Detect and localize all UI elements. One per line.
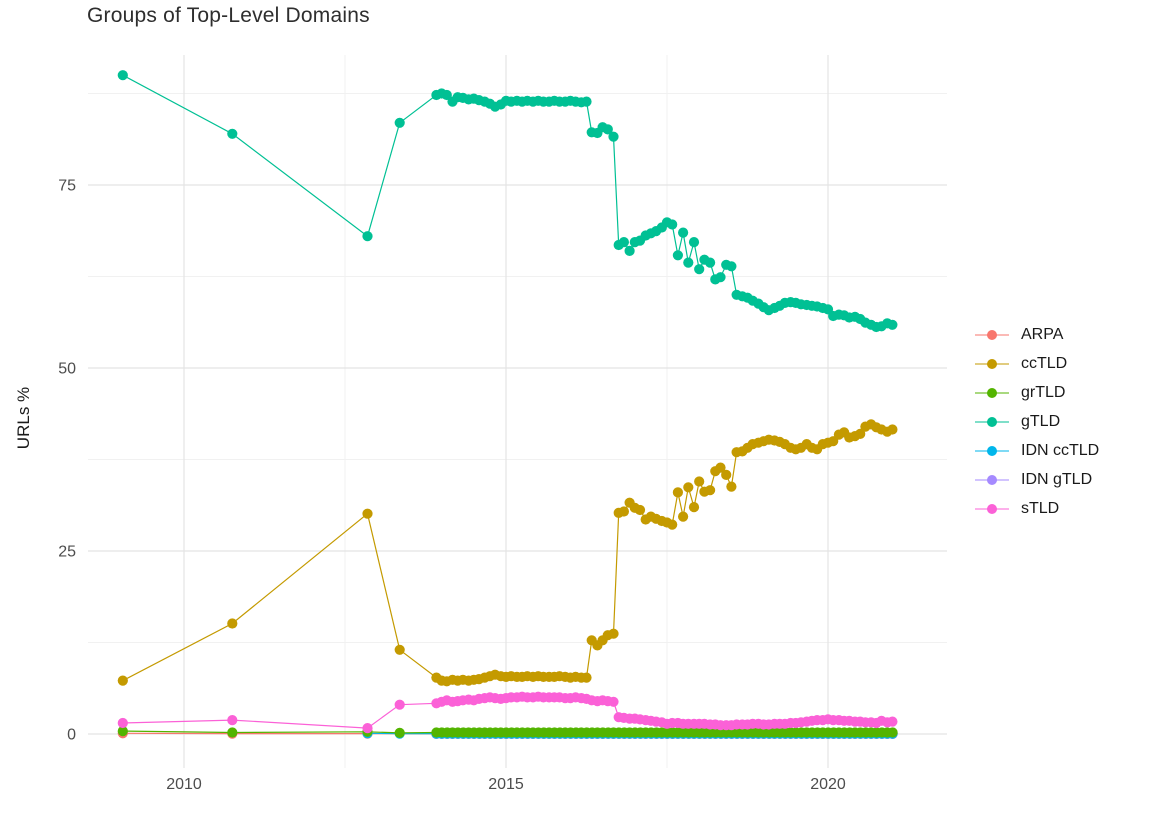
data-point — [394, 699, 405, 710]
legend-dot-icon — [987, 416, 997, 427]
data-point — [683, 257, 694, 268]
data-point — [602, 124, 613, 135]
data-point — [726, 261, 737, 272]
data-point — [667, 219, 678, 230]
legend-dot-icon — [987, 503, 997, 514]
data-point — [618, 506, 630, 517]
series-stld — [117, 691, 898, 734]
y-axis-tick-label: 25 — [58, 544, 76, 561]
data-point — [227, 715, 238, 726]
data-point — [715, 272, 726, 283]
data-point — [394, 117, 405, 128]
data-point — [828, 436, 839, 447]
data-point — [624, 245, 635, 256]
y-axis-tick-label: 50 — [58, 361, 76, 378]
legend-key-icon — [975, 445, 1009, 457]
data-point — [117, 726, 128, 737]
data-point — [705, 485, 716, 496]
data-point — [441, 89, 452, 101]
data-point — [887, 424, 898, 435]
legend-dot-icon — [987, 387, 997, 398]
legend-key-icon — [975, 329, 1009, 341]
series-cctld — [117, 419, 898, 687]
data-point — [678, 227, 689, 238]
data-point — [117, 675, 128, 686]
series-grtld — [117, 726, 898, 739]
legend-item-cctld: ccTLD — [975, 349, 1160, 378]
x-axis-tick-label: 2020 — [810, 776, 846, 793]
legend-dot-icon — [987, 474, 997, 485]
legend-label: ccTLD — [1021, 354, 1068, 372]
data-point — [394, 644, 405, 655]
legend-key-icon — [975, 474, 1009, 486]
data-point — [581, 96, 592, 107]
legend-key-icon — [975, 358, 1009, 370]
data-point — [362, 231, 373, 242]
data-point — [705, 257, 716, 268]
data-point — [688, 502, 700, 513]
data-point — [362, 723, 373, 734]
legend-dot-icon — [987, 329, 997, 340]
series-gtld — [117, 70, 898, 333]
data-point — [618, 237, 630, 248]
data-point — [694, 264, 705, 275]
data-point — [855, 428, 866, 439]
data-point — [362, 508, 373, 519]
legend-label: gTLD — [1021, 412, 1061, 430]
legend-item-idn-cctld: IDN ccTLD — [975, 436, 1160, 465]
data-point — [227, 618, 238, 629]
legend-label: grTLD — [1021, 383, 1066, 401]
data-point — [887, 319, 898, 330]
series-layer — [117, 70, 898, 740]
data-point — [394, 727, 405, 739]
data-point — [608, 131, 619, 142]
legend-dot-icon — [987, 445, 997, 456]
data-point — [227, 727, 238, 738]
x-axis-tick-label: 2015 — [488, 776, 524, 793]
legend-item-arpa: ARPA — [975, 320, 1160, 349]
legend: ARPA ccTLD grTLD gTLD IDN ccTLD IDN gTLD sTLD — [975, 320, 1160, 523]
data-point — [678, 511, 689, 522]
legend-item-grtld: grTLD — [975, 378, 1160, 407]
data-point — [726, 481, 737, 492]
legend-key-icon — [975, 503, 1009, 515]
legend-label: IDN gTLD — [1021, 470, 1093, 488]
legend-key-icon — [975, 387, 1009, 399]
legend-label: ARPA — [1021, 325, 1064, 343]
data-point — [608, 628, 619, 639]
series-line — [122, 74, 893, 328]
data-point — [667, 519, 678, 530]
data-point — [117, 70, 128, 81]
data-point — [672, 487, 684, 498]
data-point — [721, 469, 732, 480]
data-point — [688, 237, 700, 248]
data-point — [227, 128, 238, 139]
data-point — [683, 482, 694, 493]
data-point — [581, 672, 592, 683]
legend-item-gtld: gTLD — [975, 407, 1160, 436]
chart-title: Groups of Top-Level Domains — [87, 4, 370, 27]
legend-label: IDN ccTLD — [1021, 441, 1100, 459]
data-point — [608, 696, 619, 707]
data-point — [887, 727, 898, 738]
legend-label: sTLD — [1021, 499, 1060, 517]
data-point — [672, 250, 684, 261]
legend-key-icon — [975, 416, 1009, 428]
legend-item-stld: sTLD — [975, 494, 1160, 523]
data-point — [715, 462, 726, 473]
data-point — [634, 504, 646, 516]
y-axis-tick-label: 75 — [58, 178, 76, 195]
legend-item-idn-gtld: IDN gTLD — [975, 465, 1160, 494]
legend-dot-icon — [987, 358, 997, 369]
data-point — [694, 476, 705, 487]
y-axis-tick-label: 0 — [67, 727, 76, 744]
data-point — [887, 716, 898, 727]
data-point — [117, 717, 128, 729]
x-axis-tick-label: 2010 — [166, 776, 202, 793]
